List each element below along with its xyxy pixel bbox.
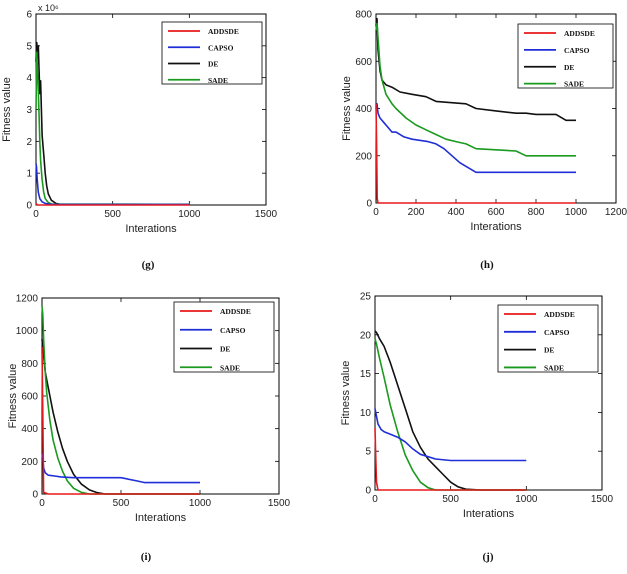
y-tick-label: 4 [26,73,32,84]
series-line-capso [35,163,190,206]
series-line-capso [375,103,576,174]
legend-label-addsde: ADDSDE [208,27,239,36]
x-tick-label: 1200 [605,207,627,218]
series-line-sade [375,22,576,157]
legend-label-addsde: ADDSDE [564,29,595,38]
legend-label-addsde: ADDSDE [220,307,251,316]
x-tick-label: 0 [372,494,378,505]
series-line-addsde [35,202,190,206]
y-tick-label: 600 [355,57,372,68]
legend-label-sade: SADE [220,363,240,372]
x-tick-label: 0 [33,209,39,220]
legend-label-capso: CAPSO [564,46,590,55]
x-tick-label: 1500 [591,494,614,505]
series-line-capso [374,408,527,462]
legend-label-capso: CAPSO [208,43,234,52]
y-axis-label: Fitness value [340,361,352,426]
x-axis-label: Interations [470,221,522,233]
x-axis-label: Interations [463,508,515,520]
panel-caption: (j) [483,551,494,563]
x-tick-label: 400 [448,207,465,218]
y-axis-label: Fitness value [1,77,13,142]
legend-label-sade: SADE [208,76,228,85]
x-axis-label: Interations [135,512,187,524]
y-tick-label: 200 [21,457,38,468]
legend-label-addsde: ADDSDE [544,310,575,319]
y-axis-label: Fitness value [7,364,19,429]
y-tick-label: 200 [355,151,372,162]
legend-label-de: DE [208,60,218,69]
x-tick-label: 1000 [189,498,212,509]
y-tick-label: 0 [366,199,372,210]
series-line-sade [35,51,190,206]
x-tick-label: 800 [528,207,545,218]
x-tick-label: 1000 [178,209,201,220]
y-axis-label: Fitness value [341,76,353,141]
legend-label-sade: SADE [564,80,584,89]
y-tick-label: 2 [26,137,32,148]
y-multiplier-label: x 10⁶ [38,3,59,13]
x-tick-label: 1000 [515,494,538,505]
y-tick-label: 3 [26,105,32,116]
y-tick-label: 5 [26,41,32,52]
x-tick-label: 500 [113,498,130,509]
series-line-addsde [374,427,527,491]
y-tick-label: 0 [365,486,371,497]
chart-3: 0 500 1000 1500 0 5 10 15 20 25 Interations Fitness… [340,292,614,564]
legend-label-de: DE [564,63,574,72]
series-line-addsde [375,103,576,204]
chart-0: 0 500 1000 1500 0 1 2 3 4 5 6 x 10⁶ Interations Fitne… [1,3,278,271]
y-tick-label: 600 [21,392,38,403]
y-tick-label: 1200 [16,294,39,305]
x-tick-label: 1000 [565,207,588,218]
y-tick-label: 0 [32,490,38,501]
legend-label-capso: CAPSO [544,328,570,337]
y-tick-label: 0 [26,201,32,212]
series-line-addsde [41,346,200,495]
legend-label-capso: CAPSO [220,326,246,335]
series-line-de [35,41,190,206]
panel-caption: (g) [142,259,155,271]
legend-box [161,21,263,85]
y-tick-label: 1 [26,169,32,180]
y-tick-label: 400 [355,104,372,115]
x-tick-label: 500 [442,494,459,505]
panel-caption: (i) [141,551,152,563]
legend-label-de: DE [544,346,554,355]
x-tick-label: 200 [408,207,425,218]
y-tick-label: 5 [365,447,371,458]
x-tick-label: 0 [373,207,379,218]
legend-box [497,304,599,373]
y-tick-label: 25 [360,292,372,303]
x-tick-label: 500 [104,209,121,220]
chart-2: 0 500 1000 1500 0 200 400 600 800 1000 1200 Interat… [7,294,291,564]
series-line-sade [374,338,527,491]
y-tick-label: 1000 [16,326,39,337]
x-tick-label: 600 [488,207,505,218]
y-tick-label: 6 [26,10,32,21]
legend-box [173,301,275,373]
y-tick-label: 400 [21,424,38,435]
series-line-de [374,330,527,491]
x-tick-label: 0 [39,498,45,509]
x-tick-label: 1500 [268,498,291,509]
legend-label-de: DE [220,345,230,354]
y-tick-label: 800 [21,359,38,370]
x-tick-label: 1500 [255,209,278,220]
y-tick-label: 15 [360,369,372,380]
y-tick-label: 800 [355,10,372,21]
y-tick-label: 10 [360,408,372,419]
y-tick-label: 20 [360,330,372,341]
chart-1: 0 200 400 600 800 1000 1200 0 200 400 600 800 Intera… [341,10,627,272]
legend-box [517,23,614,89]
legend-label-sade: SADE [544,363,564,372]
series-line-sade [41,306,200,495]
x-axis-label: Interations [125,223,177,235]
panel-caption: (h) [480,259,494,271]
